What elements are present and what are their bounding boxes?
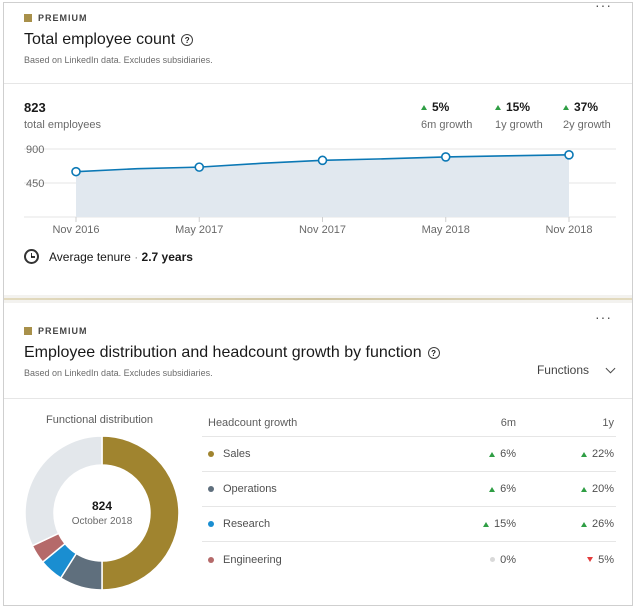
- card-subtitle: Based on LinkedIn data. Excludes subsidi…: [24, 368, 213, 378]
- growth-1y-value: 26%: [591, 518, 614, 530]
- up-arrow-icon: [489, 451, 496, 457]
- help-icon[interactable]: ?: [181, 34, 194, 46]
- growth-1y: 15% 1y growth: [495, 100, 543, 131]
- growth-2y-label: 2y growth: [563, 119, 611, 131]
- x-tick-label: Nov 2018: [545, 224, 592, 236]
- premium-label: PREMIUM: [38, 13, 88, 23]
- y-tick-label: 450: [26, 178, 44, 190]
- function-name: Research: [223, 518, 271, 530]
- card-title: Employee distribution and headcount grow…: [24, 344, 440, 362]
- growth-6m-value: 0%: [500, 553, 516, 566]
- screenshot-frame: PREMIUM ··· Total employee count ? Based…: [3, 2, 633, 606]
- total-employees-value: 823: [24, 100, 46, 115]
- functions-dropdown[interactable]: Functions: [536, 363, 616, 377]
- up-arrow-icon: [495, 104, 501, 110]
- donut-center: 824 October 2018: [24, 499, 180, 527]
- donut-date: October 2018: [71, 516, 133, 527]
- average-tenure: Average tenure · 2.7 years: [24, 249, 193, 264]
- tenure-value: 2.7 years: [141, 249, 193, 264]
- premium-icon: [24, 14, 32, 22]
- table-row: Sales 6% 22%: [202, 437, 616, 472]
- growth-6m-value: 6%: [500, 483, 516, 495]
- y-tick-label: 900: [26, 144, 44, 156]
- premium-badge: PREMIUM: [24, 326, 88, 336]
- clock-icon: [24, 249, 39, 264]
- data-point[interactable]: [317, 155, 328, 166]
- total-employees-label: total employees: [24, 119, 102, 131]
- data-point[interactable]: [440, 152, 451, 162]
- growth-2y: 37% 2y growth: [563, 100, 611, 131]
- divider: [4, 83, 632, 84]
- function-name: Engineering: [223, 553, 282, 566]
- growth-2y-value: 37%: [574, 100, 599, 114]
- data-point[interactable]: [564, 150, 574, 160]
- x-tick-label: Nov 2017: [299, 224, 346, 236]
- table-row: Engineering 0% 5%: [202, 542, 616, 577]
- data-point[interactable]: [71, 166, 81, 177]
- donut-total: 824: [91, 499, 113, 513]
- no-change-icon: [490, 557, 496, 562]
- up-arrow-icon: [563, 104, 569, 110]
- card-title-text: Total employee count: [24, 31, 176, 48]
- divider: [4, 398, 632, 399]
- card-separator: [4, 295, 632, 303]
- up-arrow-icon: [489, 486, 496, 492]
- tenure-separator: ·: [134, 249, 139, 264]
- header-6m: 6m: [500, 416, 516, 429]
- up-arrow-icon: [580, 486, 587, 492]
- growth-1y-value: 5%: [598, 553, 614, 566]
- up-arrow-icon: [482, 521, 489, 527]
- functions-dropdown-label: Functions: [536, 363, 589, 377]
- header-1y: 1y: [602, 416, 614, 429]
- donut-slice-sales[interactable]: [101, 435, 180, 591]
- x-tick-label: Nov 2016: [52, 224, 99, 236]
- down-arrow-icon: [587, 557, 594, 562]
- data-point[interactable]: [194, 162, 205, 172]
- x-tick-label: May 2018: [422, 224, 470, 236]
- table-header: Headcount growth 6m 1y: [202, 409, 616, 437]
- chevron-down-icon: [605, 363, 616, 373]
- growth-6m-value: 5%: [432, 100, 450, 114]
- card-title: Total employee count ?: [24, 31, 194, 49]
- growth-6m-label: 6m growth: [421, 119, 473, 131]
- growth-1y-value: 20%: [591, 483, 614, 495]
- premium-icon: [24, 327, 32, 335]
- card-subtitle: Based on LinkedIn data. Excludes subsidi…: [24, 55, 213, 65]
- legend-swatch: [208, 521, 214, 527]
- help-icon[interactable]: ?: [427, 347, 440, 359]
- total-employee-count-card: PREMIUM ··· Total employee count ? Based…: [4, 3, 632, 295]
- premium-label: PREMIUM: [38, 326, 88, 336]
- function-distribution-card: PREMIUM ··· Employee distribution and he…: [4, 303, 632, 605]
- more-options-button[interactable]: ···: [595, 309, 612, 325]
- up-arrow-icon: [580, 451, 587, 457]
- donut-slice-other[interactable]: [24, 435, 103, 547]
- function-name: Sales: [223, 448, 251, 460]
- growth-6m-value: 15%: [493, 518, 516, 530]
- legend-swatch: [208, 486, 214, 492]
- card-title-text: Employee distribution and headcount grow…: [24, 344, 422, 361]
- distribution-title: Functional distribution: [46, 414, 154, 426]
- up-arrow-icon: [421, 104, 427, 110]
- table-row: Research 15% 26%: [202, 507, 616, 542]
- growth-1y-value: 15%: [506, 100, 531, 114]
- table-body: Sales 6% 22% Operations 6% 20% Research 15% 26% E…: [202, 437, 616, 577]
- tenure-label: Average tenure: [49, 249, 131, 264]
- employee-count-area-chart: 900 450 Nov 2016 May 2017 Nov 2017 May 2018 No…: [24, 144, 616, 236]
- up-arrow-icon: [580, 521, 587, 527]
- legend-swatch: [208, 556, 214, 563]
- functional-distribution-donut: [24, 435, 180, 591]
- table-row: Operations 6% 20%: [202, 472, 616, 507]
- x-tick-label: May 2017: [175, 224, 223, 236]
- premium-badge: PREMIUM: [24, 13, 88, 23]
- header-headcount-growth: Headcount growth: [208, 416, 298, 429]
- more-options-button[interactable]: ···: [595, 2, 612, 13]
- function-name: Operations: [223, 483, 277, 495]
- headcount-growth-table: Headcount growth 6m 1y Sales 6% 22% Operati…: [202, 409, 616, 577]
- growth-6m-value: 6%: [500, 448, 516, 460]
- growth-1y-value: 22%: [591, 448, 614, 460]
- growth-1y-label: 1y growth: [495, 119, 543, 131]
- growth-6m: 5% 6m growth: [421, 100, 472, 131]
- legend-swatch: [208, 451, 214, 457]
